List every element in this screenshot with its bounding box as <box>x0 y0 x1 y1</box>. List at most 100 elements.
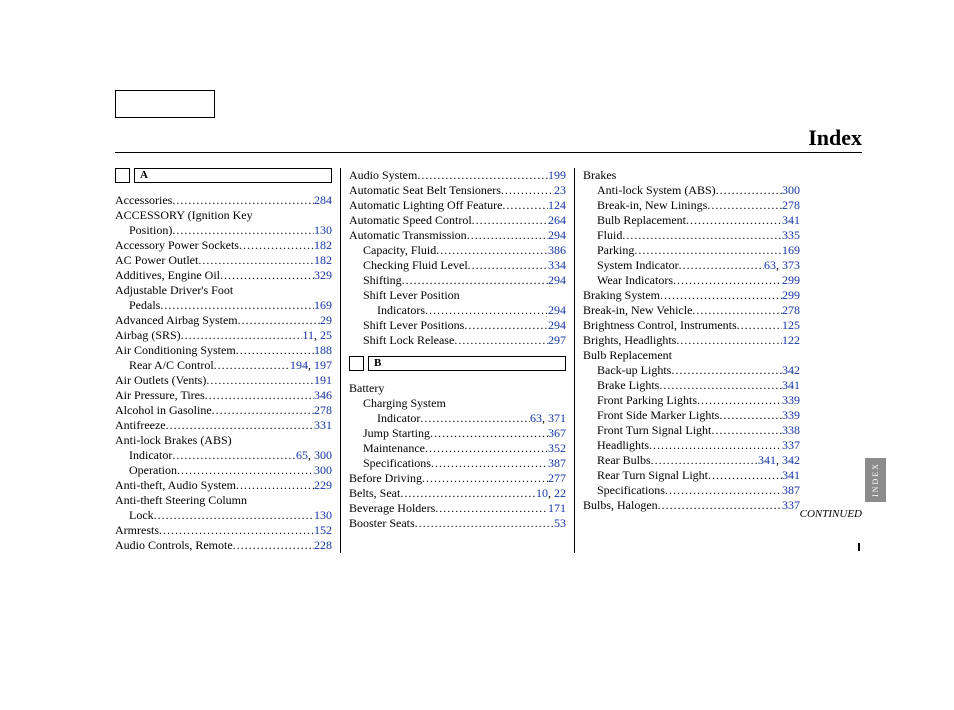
page-ref[interactable]: 337 <box>782 498 800 513</box>
page-ref[interactable]: 152 <box>314 523 332 538</box>
page-ref[interactable]: 199 <box>548 168 566 183</box>
index-entry-label: Position) <box>129 223 172 238</box>
leader-dots <box>420 411 530 426</box>
index-entry-label: Lock <box>129 508 154 523</box>
page-ref[interactable]: 367 <box>548 426 566 441</box>
index-entry-label: Back-up Lights <box>597 363 671 378</box>
page-ref[interactable]: 331 <box>314 418 332 433</box>
leader-dots <box>172 193 314 208</box>
index-entry: Alcohol in Gasoline 278 <box>115 403 332 418</box>
page-ref[interactable]: 341 <box>782 468 800 483</box>
leader-dots <box>220 268 314 283</box>
leader-dots <box>660 288 782 303</box>
leader-dots <box>716 183 782 198</box>
page-ref[interactable]: 284 <box>314 193 332 208</box>
leader-dots <box>679 258 764 273</box>
page-ref[interactable]: 337 <box>782 438 800 453</box>
page-ref[interactable]: 294 <box>548 273 566 288</box>
page-ref[interactable]: 182 <box>314 238 332 253</box>
leader-dots <box>708 468 782 483</box>
page-ref[interactable]: 63, 373 <box>764 258 800 273</box>
leader-dots <box>665 483 782 498</box>
index-entry: Rear A/C Control 194, 197 <box>115 358 332 373</box>
page-ref[interactable]: 278 <box>782 303 800 318</box>
page-ref[interactable]: 277 <box>548 471 566 486</box>
page-ref[interactable]: 278 <box>314 403 332 418</box>
index-entry-label: Anti-theft, Audio System <box>115 478 236 493</box>
page-title: Index <box>808 125 862 151</box>
index-entry: Bulb Replacement 341 <box>583 213 800 228</box>
index-entry: Indicator 65, 300 <box>115 448 332 463</box>
page-ref[interactable]: 65, 300 <box>296 448 332 463</box>
page-ref[interactable]: 386 <box>548 243 566 258</box>
page-ref[interactable]: 188 <box>314 343 332 358</box>
page-ref[interactable]: 229 <box>314 478 332 493</box>
page-ref[interactable]: 228 <box>314 538 332 553</box>
page-ref[interactable]: 352 <box>548 441 566 456</box>
page-ref[interactable]: 300 <box>314 463 332 478</box>
index-columns: AAccessories 284ACCESSORY (Ignition KeyP… <box>115 168 808 553</box>
page-ref[interactable]: 191 <box>314 373 332 388</box>
index-entry-label: Before Driving <box>349 471 422 486</box>
page-ref[interactable]: 334 <box>548 258 566 273</box>
page-ref[interactable]: 11, 25 <box>302 328 332 343</box>
page-ref[interactable]: 299 <box>782 273 800 288</box>
index-entry: Break-in, New Vehicle 278 <box>583 303 800 318</box>
page-ref[interactable]: 342 <box>782 363 800 378</box>
index-entry: Front Turn Signal Light 338 <box>583 423 800 438</box>
page-ref[interactable]: 387 <box>782 483 800 498</box>
leader-dots <box>634 243 782 258</box>
page-ref[interactable]: 299 <box>782 288 800 303</box>
index-entry: Wear Indicators 299 <box>583 273 800 288</box>
page-ref[interactable]: 339 <box>782 408 800 423</box>
page-ref[interactable]: 341 <box>782 213 800 228</box>
page-ref[interactable]: 341, 342 <box>758 453 800 468</box>
page-ref[interactable]: 169 <box>314 298 332 313</box>
index-entry: Fluid 335 <box>583 228 800 243</box>
page-ref[interactable]: 346 <box>314 388 332 403</box>
page-ref[interactable]: 63, 371 <box>530 411 566 426</box>
page-ref[interactable]: 122 <box>782 333 800 348</box>
page-ref[interactable]: 294 <box>548 303 566 318</box>
page-ref[interactable]: 171 <box>548 501 566 516</box>
leader-dots <box>206 373 314 388</box>
page-ref[interactable]: 339 <box>782 393 800 408</box>
page-ref[interactable]: 264 <box>548 213 566 228</box>
page-ref[interactable]: 335 <box>782 228 800 243</box>
page-ref[interactable]: 125 <box>782 318 800 333</box>
index-entry: Capacity, Fluid 386 <box>349 243 566 258</box>
index-entry: Air Pressure, Tires 346 <box>115 388 332 403</box>
leader-dots <box>436 243 548 258</box>
index-entry: Front Side Marker Lights 339 <box>583 408 800 423</box>
leader-dots <box>671 363 782 378</box>
page-ref[interactable]: 329 <box>314 268 332 283</box>
index-entry: Beverage Holders 171 <box>349 501 566 516</box>
page-ref[interactable]: 294 <box>548 228 566 243</box>
page-ref[interactable]: 300 <box>782 183 800 198</box>
index-entry-label: Front Side Marker Lights <box>597 408 719 423</box>
page-ref[interactable]: 341 <box>782 378 800 393</box>
page-ref[interactable]: 130 <box>314 508 332 523</box>
page-ref[interactable]: 130 <box>314 223 332 238</box>
leader-dots <box>239 238 314 253</box>
page-ref[interactable]: 182 <box>314 253 332 268</box>
page-ref[interactable]: 10, 22 <box>536 486 566 501</box>
page-ref[interactable]: 194, 197 <box>290 358 332 373</box>
page-ref[interactable]: 387 <box>548 456 566 471</box>
index-entry: Shift Lock Release 297 <box>349 333 566 348</box>
page-ref[interactable]: 294 <box>548 318 566 333</box>
page-ref[interactable]: 29 <box>320 313 332 328</box>
index-entry: Booster Seats 53 <box>349 516 566 531</box>
page-ref[interactable]: 297 <box>548 333 566 348</box>
page-ref[interactable]: 53 <box>554 516 566 531</box>
leader-dots <box>422 471 548 486</box>
index-entry-label: System Indicator <box>597 258 679 273</box>
index-entry-label: Alcohol in Gasoline <box>115 403 212 418</box>
leader-dots <box>658 498 782 513</box>
page-ref[interactable]: 124 <box>548 198 566 213</box>
page-ref[interactable]: 169 <box>782 243 800 258</box>
page-ref[interactable]: 338 <box>782 423 800 438</box>
page-ref[interactable]: 278 <box>782 198 800 213</box>
page-ref[interactable]: 23 <box>554 183 566 198</box>
index-entry-label: Brights, Headlights <box>583 333 676 348</box>
